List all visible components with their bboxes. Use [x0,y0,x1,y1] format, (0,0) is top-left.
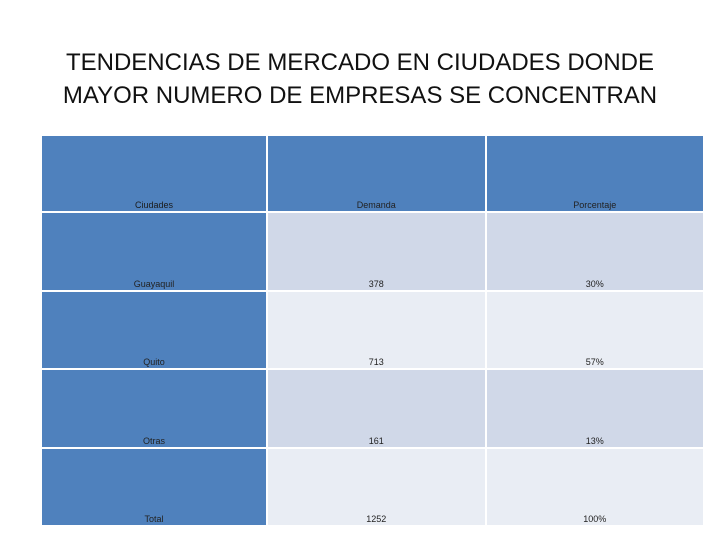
title-line-1: TENDENCIAS DE MERCADO EN CIUDADES DONDE [65,49,655,76]
slide-title: TENDENCIAS DE MERCADO EN CIUDADES DONDE … [0,46,720,112]
city-cell: Otras [42,370,266,447]
header-ciudades: Ciudades [42,136,266,211]
demand-cell: 378 [268,213,485,290]
percent-cell: 13% [486,370,703,447]
city-cell: Guayaquil [42,213,266,290]
data-table: Ciudades Demanda Porcentaje Guayaquil 37… [40,134,705,527]
total-label-cell: Total [42,448,266,525]
percent-cell: 30% [486,213,703,290]
total-row: Total 1252 100% [42,448,703,525]
demand-cell: 161 [268,370,485,447]
total-percent-cell: 100% [486,448,703,525]
table-row: Otras 161 13% [42,370,703,447]
header-row: Ciudades Demanda Porcentaje [42,136,703,211]
table-row: Quito 713 57% [42,291,703,368]
percent-cell: 57% [486,291,703,368]
total-demand-cell: 1252 [268,448,485,525]
table-row: Guayaquil 378 30% [42,213,703,290]
market-table: Ciudades Demanda Porcentaje Guayaquil 37… [40,134,705,527]
city-cell: Quito [42,291,266,368]
title-line-2: MAYOR NUMERO DE EMPRESAS SE CONCENTRAN [62,82,658,109]
demand-cell: 713 [268,291,485,368]
header-demanda: Demanda [268,136,485,211]
header-porcentaje: Porcentaje [486,136,703,211]
